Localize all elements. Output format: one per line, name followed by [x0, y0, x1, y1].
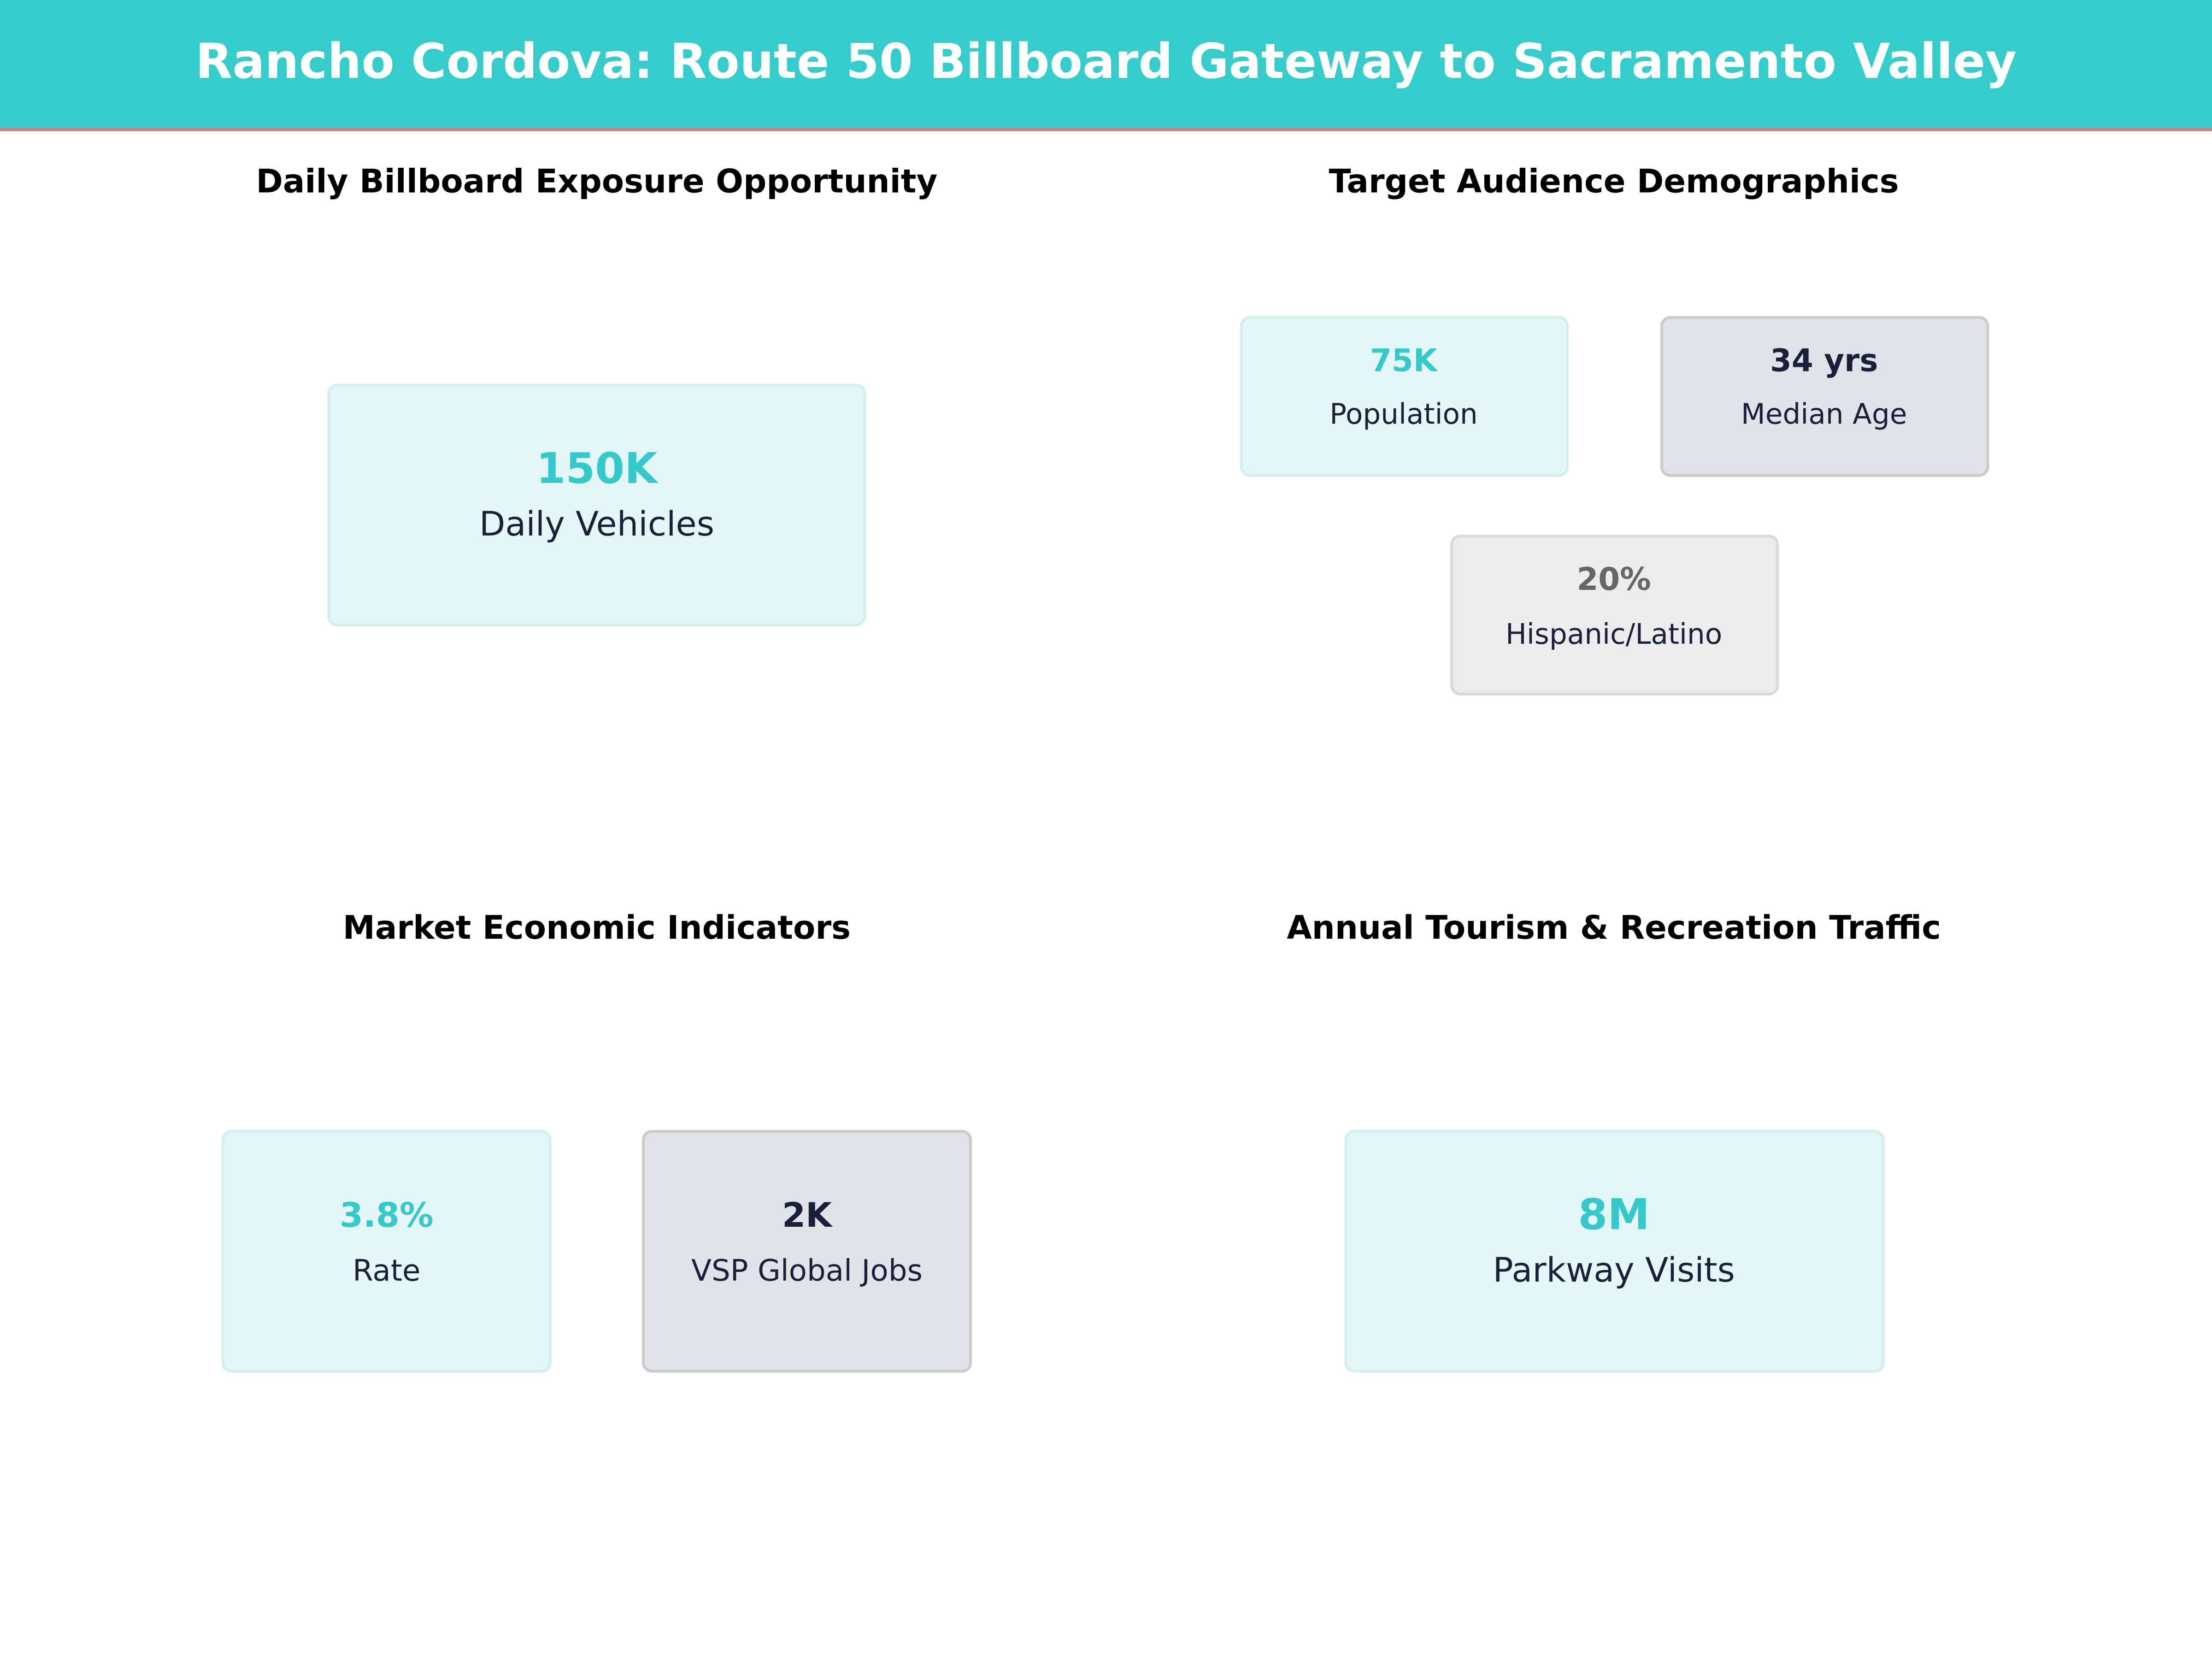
- card-box: [1240, 316, 1569, 477]
- card-value: 8M: [1578, 1190, 1649, 1239]
- kpi-card: 150K Daily Vehicles: [327, 383, 866, 627]
- card-label: Population: [1330, 398, 1478, 431]
- kpi-card: 34 yrs Median Age: [1660, 316, 1989, 477]
- card-value: 2K: [782, 1196, 833, 1235]
- kpi-card: 20% Hispanic/Latino: [1450, 535, 1779, 696]
- panel-title: Market Economic Indicators: [343, 909, 851, 947]
- card-box: [1660, 316, 1989, 477]
- card-value: 150K: [536, 444, 659, 493]
- card-value: 20%: [1577, 561, 1651, 597]
- card-label: Hispanic/Latino: [1506, 618, 1722, 651]
- card-label: Parkway Visits: [1493, 1251, 1735, 1290]
- panel-title: Target Audience Demographics: [1329, 162, 1899, 200]
- card-box: [327, 383, 866, 627]
- panel-title: Daily Billboard Exposure Opportunity: [256, 162, 937, 200]
- card-value: 34 yrs: [1770, 342, 1878, 378]
- card-box: [1450, 535, 1779, 696]
- card-box: [221, 1130, 552, 1373]
- header-rule: [0, 128, 2212, 131]
- kpi-card: 8M Parkway Visits: [1344, 1130, 1885, 1373]
- kpi-card: 3.8% Rate: [221, 1130, 552, 1373]
- card-label: VSP Global Jobs: [691, 1253, 923, 1288]
- card-label: Median Age: [1741, 398, 1907, 431]
- card-value: 3.8%: [340, 1196, 434, 1235]
- card-label: Rate: [353, 1253, 420, 1288]
- kpi-card: 75K Population: [1240, 316, 1569, 477]
- card-value: 75K: [1370, 342, 1439, 378]
- card-box: [641, 1130, 972, 1373]
- header-bar: [0, 0, 2212, 130]
- header-title: Rancho Cordova: Route 50 Billboard Gatew…: [195, 33, 2017, 89]
- kpi-card: 2K VSP Global Jobs: [641, 1130, 972, 1373]
- panel-title: Annual Tourism & Recreation Traffic: [1287, 909, 1941, 947]
- card-box: [1344, 1130, 1885, 1373]
- card-label: Daily Vehicles: [479, 505, 714, 544]
